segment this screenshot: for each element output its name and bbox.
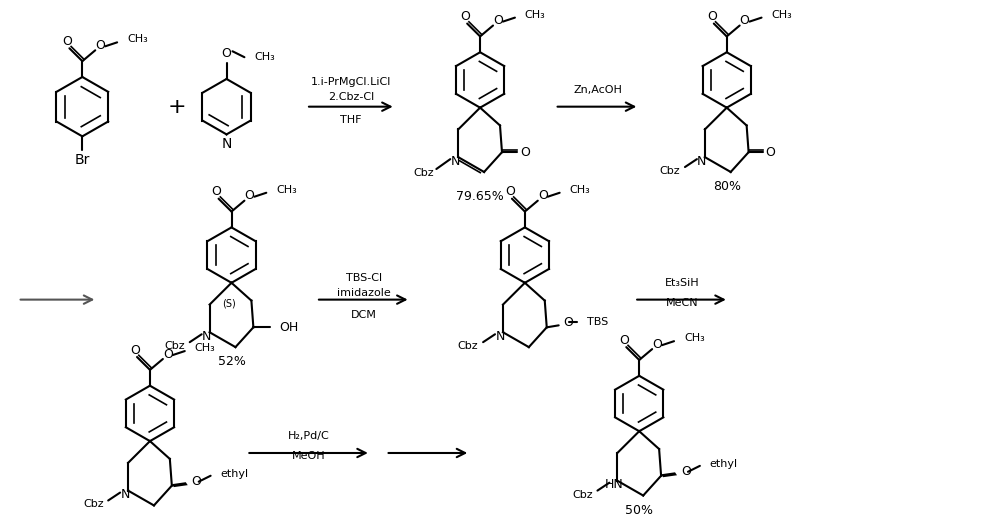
Text: CH₃: CH₃ xyxy=(570,185,590,195)
Text: CH₃: CH₃ xyxy=(195,343,215,353)
Text: N: N xyxy=(451,155,460,167)
Text: O: O xyxy=(192,475,202,488)
Text: O: O xyxy=(619,334,629,347)
Text: N: N xyxy=(495,329,505,343)
Text: ethyl: ethyl xyxy=(710,459,738,469)
Text: OH: OH xyxy=(279,321,298,334)
Text: +: + xyxy=(167,97,186,117)
Text: N: N xyxy=(697,155,707,167)
Text: O: O xyxy=(95,39,105,52)
Text: O: O xyxy=(163,347,173,361)
Text: 52%: 52% xyxy=(218,355,245,369)
Text: O: O xyxy=(766,146,775,159)
Text: O: O xyxy=(520,146,530,159)
Text: CH₃: CH₃ xyxy=(684,333,705,343)
Polygon shape xyxy=(661,472,677,477)
Text: Zn,AcOH: Zn,AcOH xyxy=(573,85,622,95)
Text: O: O xyxy=(652,337,662,351)
Text: O: O xyxy=(505,185,515,199)
Text: N: N xyxy=(120,488,130,501)
Text: imidazole: imidazole xyxy=(337,288,391,298)
Text: MeCN: MeCN xyxy=(666,298,698,308)
Text: THF: THF xyxy=(340,115,362,125)
Text: CH₃: CH₃ xyxy=(127,34,148,44)
Text: O: O xyxy=(564,316,574,329)
Text: O: O xyxy=(62,35,72,48)
Text: 2.Cbz-Cl: 2.Cbz-Cl xyxy=(328,92,374,102)
Text: CH₃: CH₃ xyxy=(771,10,792,20)
Text: H₂,Pd/C: H₂,Pd/C xyxy=(288,431,330,441)
Text: O: O xyxy=(740,14,750,27)
Text: O: O xyxy=(130,344,140,356)
Text: (S): (S) xyxy=(222,299,236,309)
Text: Br: Br xyxy=(75,153,90,167)
Text: CH₃: CH₃ xyxy=(254,52,275,62)
Text: O: O xyxy=(681,465,691,478)
Text: N: N xyxy=(202,329,211,343)
Text: 50%: 50% xyxy=(625,504,653,517)
Text: ethyl: ethyl xyxy=(221,469,249,479)
Text: O: O xyxy=(493,14,503,27)
Text: Cbz: Cbz xyxy=(458,341,478,351)
Text: 79.65%: 79.65% xyxy=(456,190,504,203)
Text: O: O xyxy=(460,10,470,23)
Text: CH₃: CH₃ xyxy=(276,185,297,195)
Text: HN: HN xyxy=(605,478,624,491)
Text: Cbz: Cbz xyxy=(83,499,104,510)
Text: DCM: DCM xyxy=(351,310,377,320)
Text: N: N xyxy=(221,137,232,152)
Text: O: O xyxy=(244,189,254,202)
Text: 1.i-PrMgCl.LiCl: 1.i-PrMgCl.LiCl xyxy=(311,77,391,87)
Text: TBS: TBS xyxy=(587,317,608,327)
Text: O: O xyxy=(707,10,717,23)
Text: Cbz: Cbz xyxy=(165,341,185,351)
Text: O: O xyxy=(222,47,231,60)
Text: Cbz: Cbz xyxy=(413,168,434,178)
Text: O: O xyxy=(538,189,548,202)
Text: Et₃SiH: Et₃SiH xyxy=(665,278,699,288)
Polygon shape xyxy=(172,482,188,487)
Text: CH₃: CH₃ xyxy=(525,10,546,20)
Text: Cbz: Cbz xyxy=(572,489,593,499)
Text: Cbz: Cbz xyxy=(660,166,680,176)
Text: MeOH: MeOH xyxy=(292,451,326,461)
Text: 80%: 80% xyxy=(713,181,741,193)
Text: O: O xyxy=(212,185,222,199)
Text: TBS-Cl: TBS-Cl xyxy=(346,273,382,283)
